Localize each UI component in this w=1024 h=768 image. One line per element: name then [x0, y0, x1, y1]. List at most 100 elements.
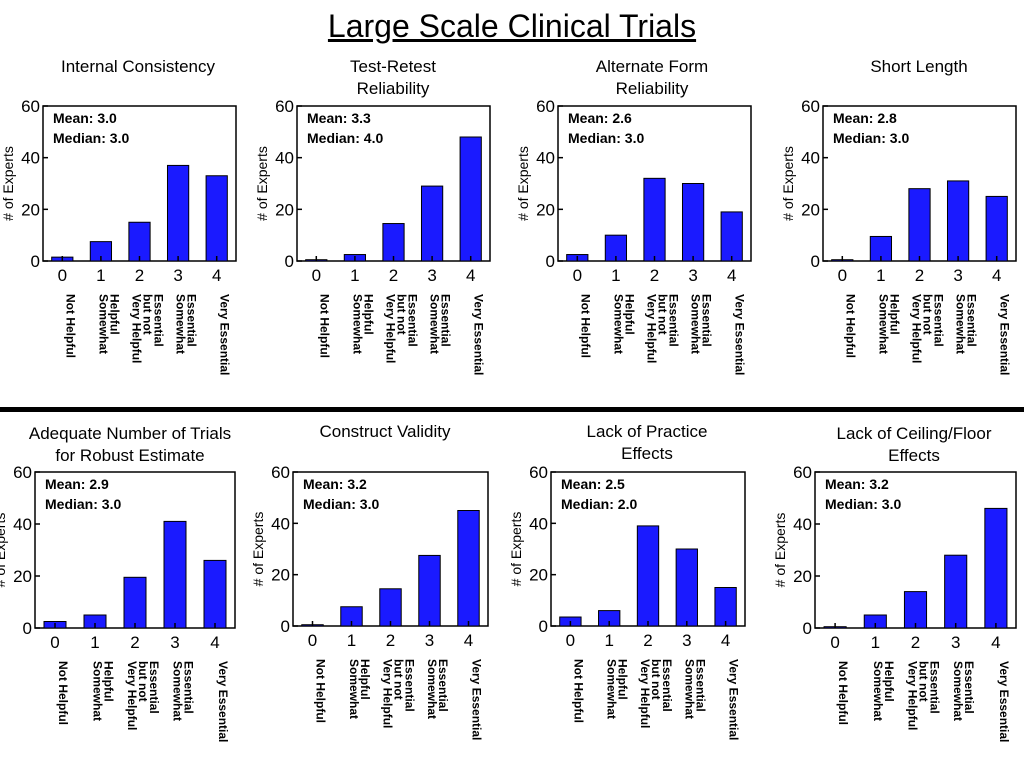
category-label: Not Helpful — [314, 659, 328, 723]
category-label: Helpful — [358, 659, 372, 700]
category-label: Somewhat — [174, 294, 188, 354]
category-label: Somewhat — [171, 661, 185, 721]
x-tick-label: 4 — [466, 266, 475, 285]
y-tick-label: 40 — [13, 515, 32, 534]
chart-title: Alternate Form — [596, 57, 708, 76]
y-axis-label: # of Experts — [250, 512, 266, 587]
chart-title: Effects — [621, 444, 673, 463]
chart-title: Short Length — [870, 57, 967, 76]
y-tick-label: 40 — [793, 515, 812, 534]
x-tick-label: 2 — [389, 266, 398, 285]
category-label: Very Helpful — [125, 661, 139, 730]
bar — [908, 188, 931, 262]
x-tick-label: 3 — [953, 266, 962, 285]
y-tick-label: 20 — [529, 566, 548, 585]
mean-label: Mean: 2.5 — [561, 476, 625, 492]
x-tick-label: 2 — [135, 266, 144, 285]
x-tick-label: 1 — [871, 633, 880, 652]
chart-title: Internal Consistency — [61, 57, 216, 76]
y-tick-label: 60 — [536, 97, 555, 116]
chart-title: Reliability — [616, 79, 689, 98]
x-tick-label: 4 — [727, 266, 736, 285]
category-label: Essential — [693, 659, 707, 712]
category-label: Somewhat — [871, 661, 885, 721]
bar — [984, 507, 1008, 629]
category-label: Essential — [152, 294, 166, 347]
x-tick-label: 4 — [992, 266, 1001, 285]
x-tick-label: 2 — [130, 633, 139, 652]
x-tick-label: 2 — [911, 633, 920, 652]
y-tick-label: 60 — [21, 97, 40, 116]
bar — [714, 587, 737, 627]
category-label: Somewhat — [347, 659, 361, 719]
category-label: Not Helpful — [56, 661, 70, 725]
y-tick-label: 40 — [529, 514, 548, 533]
category-label: Very Helpful — [381, 659, 395, 728]
category-label: Essential — [962, 661, 976, 714]
bar — [946, 180, 970, 262]
category-label: Very Essential — [472, 294, 486, 375]
category-label: Somewhat — [611, 294, 625, 354]
y-axis-label: # of Experts — [254, 146, 270, 221]
mean-label: Mean: 2.6 — [568, 110, 632, 126]
category-label: Helpful — [622, 294, 636, 335]
category-label: Somewhat — [350, 294, 364, 354]
y-tick-label: 20 — [801, 200, 820, 219]
category-label: but not — [136, 661, 150, 702]
bar — [163, 520, 187, 629]
x-tick-label: 2 — [643, 631, 652, 650]
bar — [457, 510, 480, 627]
category-label: Not Helpful — [317, 294, 331, 358]
category-label: but not — [649, 659, 663, 700]
category-label: but not — [395, 294, 409, 335]
x-tick-label: 3 — [688, 266, 697, 285]
x-tick-label: 4 — [991, 633, 1000, 652]
y-tick-label: 20 — [793, 567, 812, 586]
category-label: Somewhat — [91, 661, 105, 721]
category-label: Very Helpful — [638, 659, 652, 728]
category-label: Very Essential — [733, 294, 747, 375]
category-label: but not — [921, 294, 935, 335]
category-label: Very Essential — [470, 659, 484, 740]
y-axis-label: # of Experts — [515, 146, 531, 221]
category-label: Essential — [700, 294, 714, 347]
median-label: Median: 3.0 — [303, 496, 379, 512]
median-label: Median: 3.0 — [568, 130, 644, 146]
x-tick-label: 3 — [682, 631, 691, 650]
category-label: Essential — [932, 294, 946, 347]
median-label: Median: 3.0 — [833, 130, 909, 146]
category-label: Helpful — [107, 294, 121, 335]
category-label: Helpful — [882, 661, 896, 702]
bar — [379, 588, 402, 627]
y-tick-label: 20 — [21, 200, 40, 219]
category-label: Somewhat — [96, 294, 110, 354]
x-tick-label: 0 — [830, 633, 839, 652]
category-label: Somewhat — [428, 294, 442, 354]
bar — [123, 576, 147, 629]
category-label: Helpful — [361, 294, 375, 335]
y-tick-label: 20 — [13, 567, 32, 586]
chart-title: for Robust Estimate — [55, 446, 204, 465]
x-tick-label: 0 — [573, 266, 582, 285]
bar — [128, 221, 151, 262]
x-tick-label: 3 — [427, 266, 436, 285]
category-label: Somewhat — [682, 659, 696, 719]
category-label: Helpful — [887, 294, 901, 335]
category-label: Very Helpful — [384, 294, 398, 363]
category-label: Somewhat — [425, 659, 439, 719]
chart-title: Effects — [888, 446, 940, 465]
median-label: Median: 3.0 — [45, 496, 121, 512]
category-label: Essential — [965, 294, 979, 347]
y-axis-label: # of Experts — [0, 146, 16, 221]
x-tick-label: 2 — [650, 266, 659, 285]
category-label: Very Essential — [998, 294, 1012, 375]
category-label: Helpful — [616, 659, 630, 700]
category-label: Not Helpful — [836, 661, 850, 725]
mean-label: Mean: 3.3 — [307, 110, 371, 126]
mean-label: Mean: 2.9 — [45, 476, 109, 492]
category-label: Essential — [406, 294, 420, 347]
chart-title: Construct Validity — [319, 422, 451, 441]
y-axis-label: # of Experts — [0, 513, 8, 588]
bar — [418, 554, 441, 627]
